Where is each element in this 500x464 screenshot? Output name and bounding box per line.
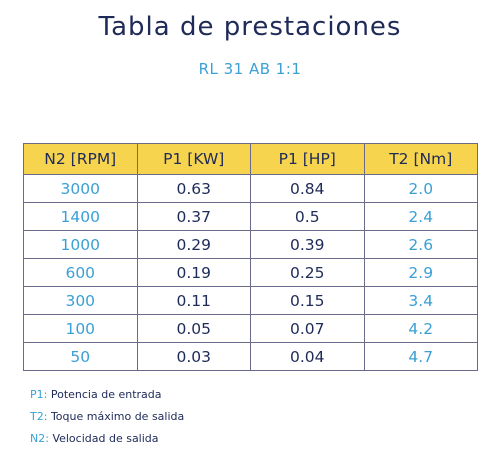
cell-p1-kw: 0.05 <box>136 314 251 343</box>
table-row: 1000 0.29 0.39 2.6 <box>23 230 478 259</box>
cell-t2-nm: 3.4 <box>363 286 478 315</box>
cell-p1-hp: 0.39 <box>250 230 365 259</box>
cell-p1-kw: 0.11 <box>136 286 251 315</box>
note-n2: N2: Velocidad de salida <box>30 428 470 450</box>
header-p1-kw: P1 [KW] <box>136 143 251 175</box>
header-p1-hp: P1 [HP] <box>250 143 365 175</box>
cell-p1-hp: 0.04 <box>250 342 365 371</box>
table-row: 3000 0.63 0.84 2.0 <box>23 174 478 203</box>
table-row: 50 0.03 0.04 4.7 <box>23 342 478 371</box>
cell-t2-nm: 2.0 <box>363 174 478 203</box>
cell-n2-rpm: 1000 <box>23 230 138 259</box>
cell-p1-kw: 0.63 <box>136 174 251 203</box>
note-text: Velocidad de salida <box>52 432 159 445</box>
page-title: Tabla de prestaciones <box>98 12 402 42</box>
note-key: T2: <box>30 410 48 423</box>
cell-n2-rpm: 300 <box>23 286 138 315</box>
note-t2: T2: Toque máximo de salida <box>30 406 470 428</box>
header-t2-nm: T2 [Nm] <box>363 143 478 175</box>
cell-p1-kw: 0.03 <box>136 342 251 371</box>
cell-p1-kw: 0.37 <box>136 202 251 231</box>
performance-table: N2 [RPM] P1 [KW] P1 [HP] T2 [Nm] 3000 0.… <box>23 143 478 371</box>
cell-p1-kw: 0.29 <box>136 230 251 259</box>
cell-p1-hp: 0.07 <box>250 314 365 343</box>
cell-n2-rpm: 100 <box>23 314 138 343</box>
cell-t2-nm: 2.4 <box>363 202 478 231</box>
note-text: Toque máximo de salida <box>50 410 185 423</box>
cell-p1-hp: 0.25 <box>250 258 365 287</box>
table-row: 100 0.05 0.07 4.2 <box>23 314 478 343</box>
note-p1: P1: Potencia de entrada <box>30 384 470 406</box>
legend-notes: P1: Potencia de entrada T2: Toque máximo… <box>30 384 470 450</box>
cell-p1-kw: 0.19 <box>136 258 251 287</box>
cell-p1-hp: 0.5 <box>250 202 365 231</box>
table-header-row: N2 [RPM] P1 [KW] P1 [HP] T2 [Nm] <box>23 143 478 175</box>
cell-t2-nm: 2.6 <box>363 230 478 259</box>
page-subtitle: RL 31 AB 1:1 <box>198 60 302 78</box>
cell-n2-rpm: 600 <box>23 258 138 287</box>
cell-p1-hp: 0.84 <box>250 174 365 203</box>
cell-t2-nm: 4.2 <box>363 314 478 343</box>
note-key: N2: <box>30 432 49 445</box>
cell-n2-rpm: 50 <box>23 342 138 371</box>
table-row: 600 0.19 0.25 2.9 <box>23 258 478 287</box>
table-row: 300 0.11 0.15 3.4 <box>23 286 478 315</box>
note-text: Potencia de entrada <box>50 388 162 401</box>
cell-n2-rpm: 1400 <box>23 202 138 231</box>
cell-n2-rpm: 3000 <box>23 174 138 203</box>
table-row: 1400 0.37 0.5 2.4 <box>23 202 478 231</box>
cell-t2-nm: 4.7 <box>363 342 478 371</box>
header-n2-rpm: N2 [RPM] <box>23 143 138 175</box>
cell-t2-nm: 2.9 <box>363 258 478 287</box>
note-key: P1: <box>30 388 48 401</box>
cell-p1-hp: 0.15 <box>250 286 365 315</box>
